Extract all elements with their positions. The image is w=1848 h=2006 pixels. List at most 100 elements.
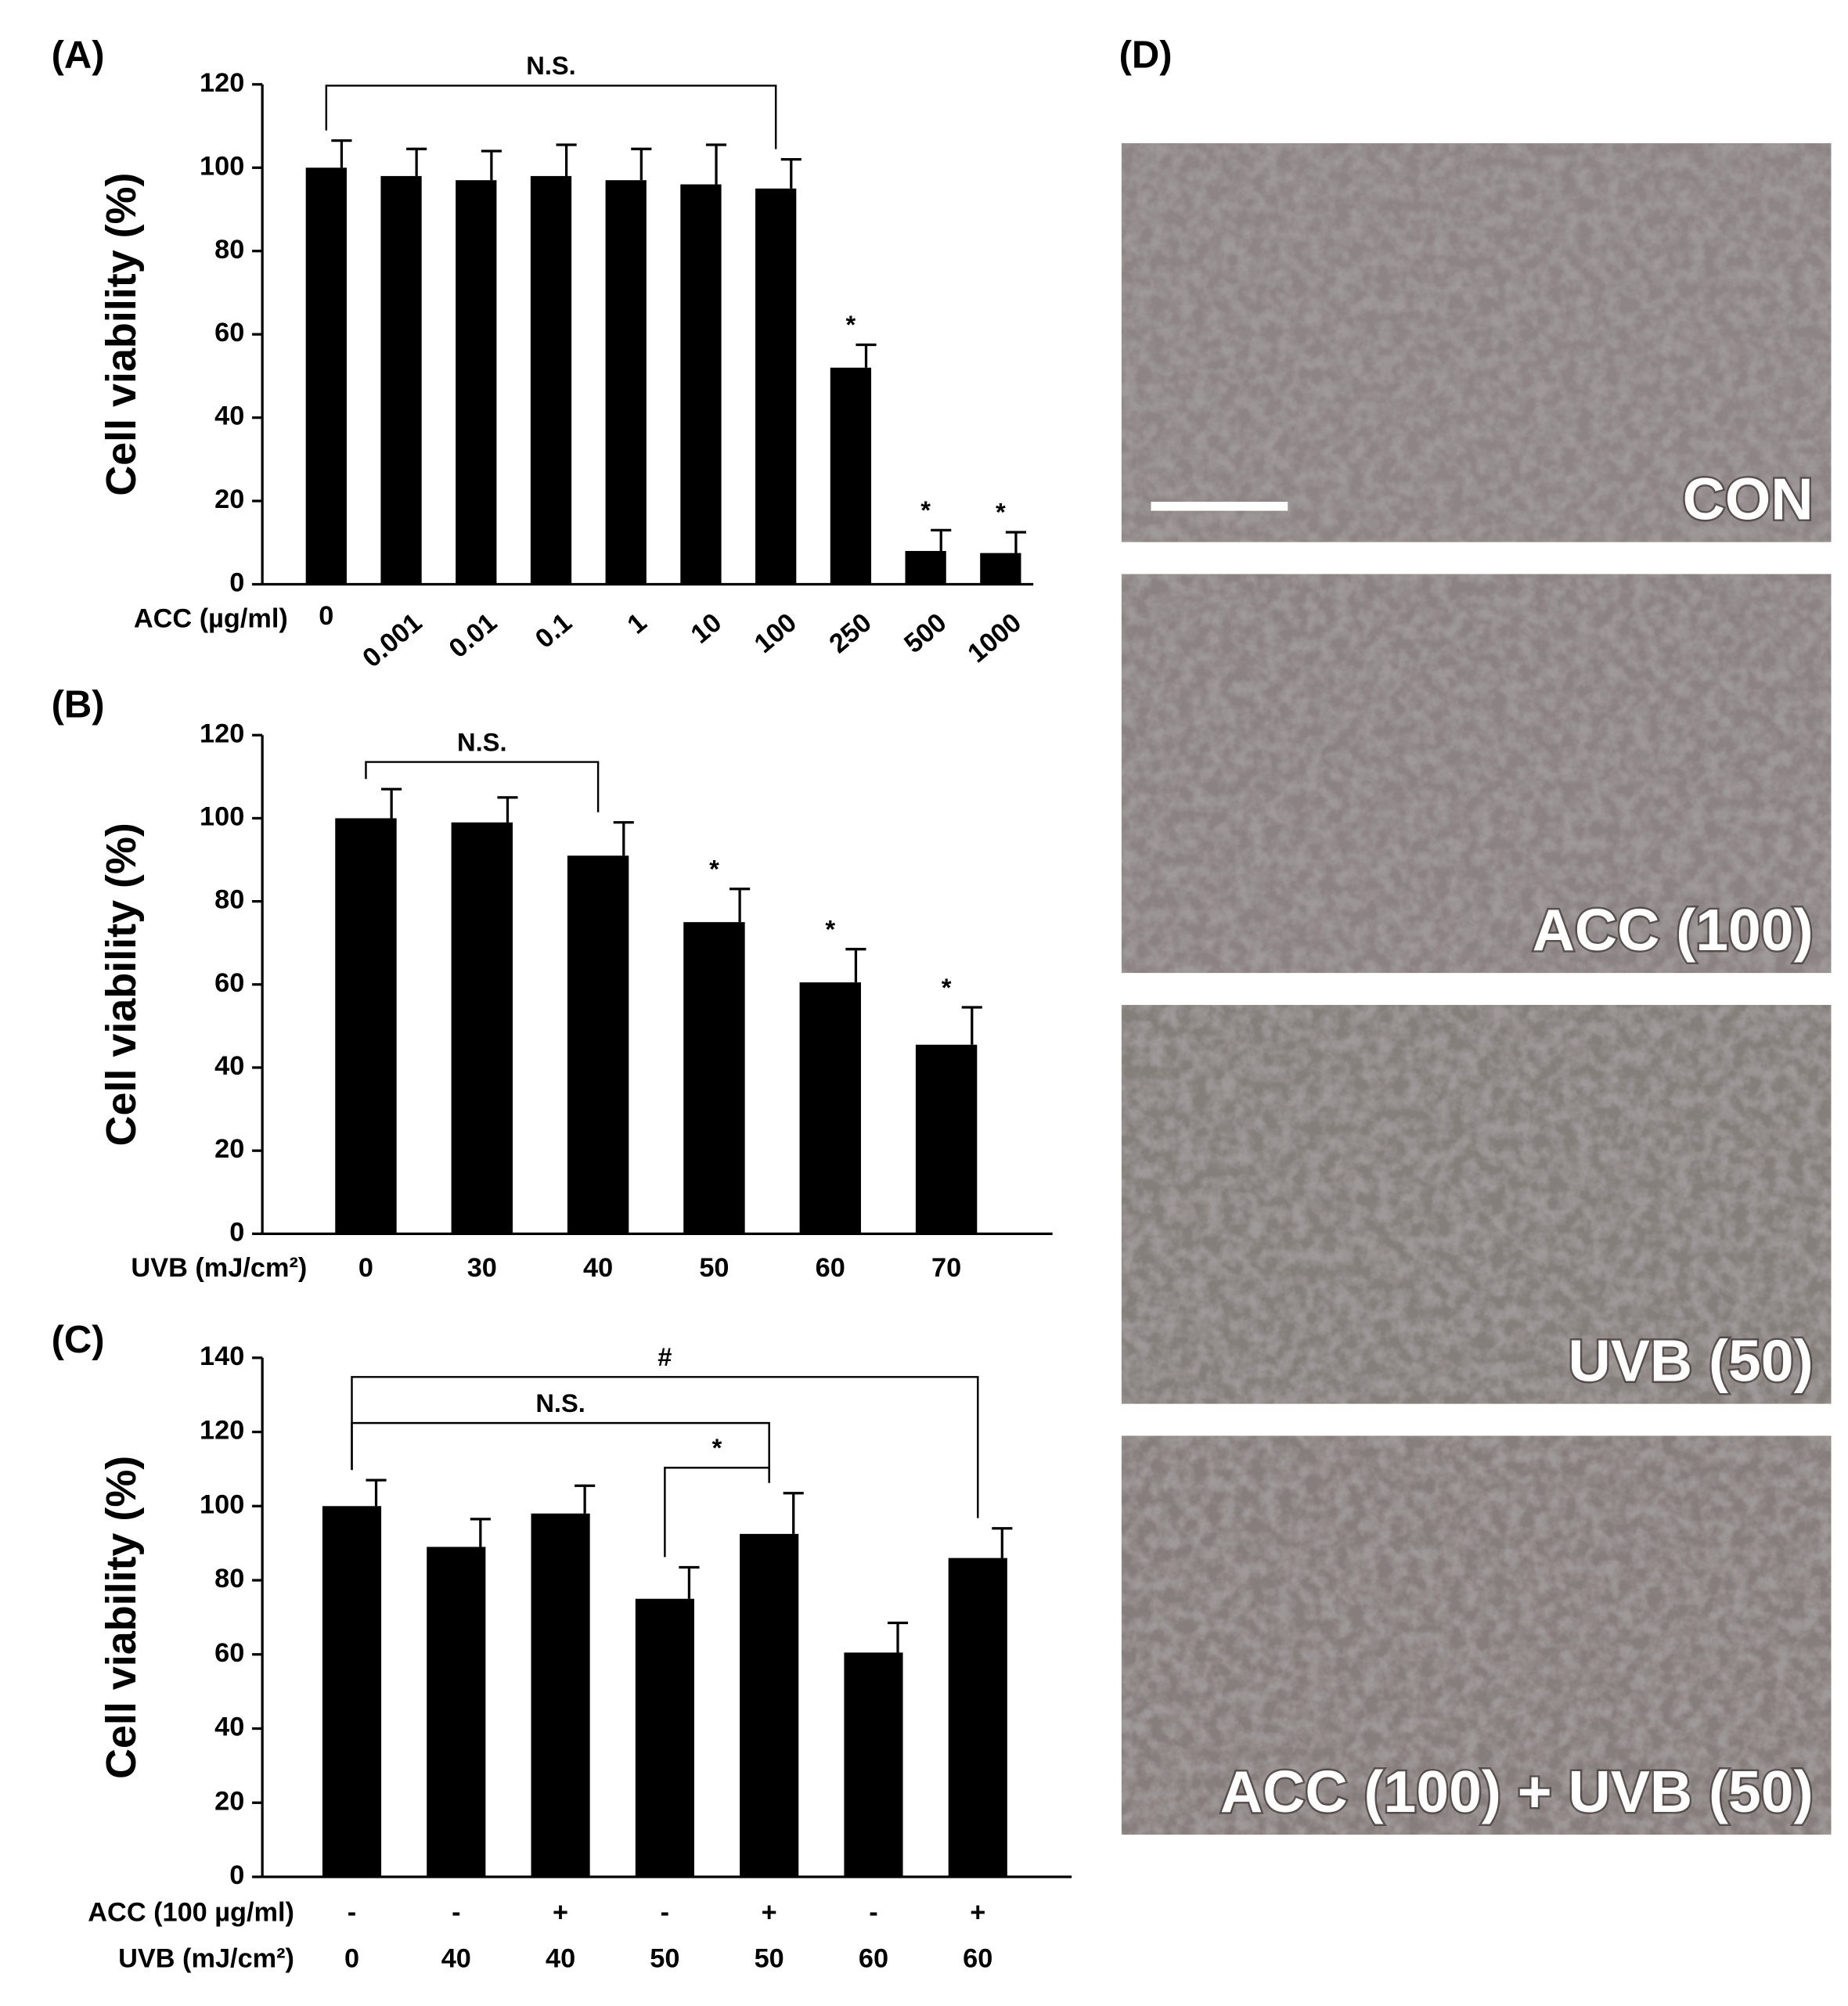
y-tick-label: 40 [214, 402, 244, 431]
bracket-label: N.S. [526, 51, 576, 80]
bracket [365, 761, 600, 812]
bar [948, 1558, 1007, 1878]
x-tick-label: 40 [583, 1253, 613, 1283]
y-tick-label: 100 [200, 151, 244, 181]
bar [830, 367, 872, 585]
y-tick-label: 140 [200, 1342, 244, 1371]
significance-mark: * [825, 914, 835, 943]
y-tick-label: 60 [214, 1638, 244, 1668]
y-axis-title: Cell viability (%) [98, 173, 145, 496]
y-tick-label: 60 [214, 968, 244, 998]
micrograph [1121, 1004, 1832, 1404]
significance-mark: * [846, 310, 856, 339]
significance-mark: * [709, 854, 719, 883]
y-tick-label: 0 [229, 568, 244, 598]
y-tick-label: 60 [214, 318, 244, 348]
x-tick-label: 50 [755, 1943, 784, 1973]
y-tick-label: 100 [200, 802, 244, 832]
micrograph-label: UVB (50) [1569, 1327, 1814, 1393]
x-tick-label: 0 [358, 1253, 373, 1283]
bar [567, 855, 629, 1234]
y-tick-label: 20 [214, 1786, 244, 1816]
y-tick-label: 120 [200, 68, 244, 98]
bar [680, 184, 722, 585]
y-tick-label: 40 [214, 1051, 244, 1081]
x-tick-label: 100 [749, 607, 802, 659]
row-title: UVB (mJ/cm²) [118, 1943, 294, 1973]
x-tick-label: 0.01 [444, 607, 503, 664]
y-axis-title: Cell viability (%) [98, 823, 145, 1146]
bracket-label: * [712, 1433, 722, 1462]
panel-label: (D) [1119, 34, 1173, 76]
micrograph-label: ACC (100) + UVB (50) [1220, 1759, 1814, 1824]
x-tick-label: - [661, 1897, 669, 1927]
x-tick-label: 70 [931, 1253, 961, 1283]
y-tick-label: 120 [200, 718, 244, 748]
y-axis-title: Cell viability (%) [98, 1456, 145, 1779]
bar [980, 553, 1021, 585]
panel-label: (A) [52, 34, 105, 76]
x-tick-label: 50 [650, 1943, 679, 1973]
y-tick-label: 20 [214, 1134, 244, 1164]
x-tick-label: 500 [899, 607, 952, 659]
bar [305, 167, 347, 585]
x-tick-label: 1 [622, 607, 653, 639]
bar [799, 982, 861, 1234]
significance-mark: * [920, 495, 931, 524]
x-tick-label: 60 [963, 1943, 992, 1973]
significance-mark: * [942, 973, 952, 1002]
y-tick-label: 40 [214, 1712, 244, 1742]
bar [915, 1044, 978, 1234]
x-tick-label: + [553, 1897, 568, 1927]
bar [683, 922, 745, 1234]
bar [427, 1547, 486, 1878]
x-tick-label: 1000 [962, 607, 1027, 668]
y-tick-label: 0 [229, 1217, 244, 1247]
bar [905, 550, 946, 585]
x-tick-label: - [452, 1897, 460, 1927]
bracket [325, 85, 777, 149]
y-tick-label: 80 [214, 885, 244, 915]
x-tick-label: + [970, 1897, 985, 1927]
micrograph [1121, 1435, 1832, 1835]
bar [740, 1533, 799, 1878]
panel-label: (C) [52, 1319, 105, 1361]
x-tick-label: 40 [546, 1943, 575, 1973]
x-axis-title: UVB (mJ/cm²) [131, 1253, 307, 1283]
x-tick-label: 0.001 [357, 607, 427, 673]
bar [322, 1506, 382, 1878]
x-tick-label: 60 [816, 1253, 845, 1283]
micrograph-label: ACC (100) [1533, 897, 1814, 963]
bar [531, 1513, 590, 1878]
x-tick-label: 250 [823, 607, 877, 659]
x-axis-title: ACC (µg/ml) [134, 603, 288, 633]
x-tick-label: 30 [467, 1253, 497, 1283]
bracket [351, 1421, 770, 1483]
y-tick-label: 120 [200, 1416, 244, 1446]
x-tick-label: - [348, 1897, 356, 1927]
bar [844, 1652, 903, 1878]
x-tick-label: - [869, 1897, 877, 1927]
y-tick-label: 100 [200, 1489, 244, 1519]
x-tick-label: 0.1 [530, 607, 578, 654]
y-tick-label: 20 [214, 484, 244, 514]
bar [755, 188, 797, 585]
y-tick-label: 80 [214, 1564, 244, 1594]
significance-mark: * [996, 498, 1006, 527]
bracket [664, 1467, 770, 1558]
row-title: ACC (100 µg/ml) [88, 1897, 294, 1927]
bar [530, 175, 572, 585]
x-tick-label: 0 [319, 601, 333, 631]
x-tick-label: 10 [686, 607, 728, 650]
bar [380, 175, 422, 585]
bar [451, 822, 513, 1234]
bar [456, 180, 497, 585]
bar [605, 180, 647, 585]
bar [635, 1598, 694, 1878]
micrograph-label: CON [1683, 466, 1814, 531]
x-tick-label: 0 [344, 1943, 359, 1973]
y-tick-label: 0 [229, 1860, 244, 1890]
panel-label: (B) [52, 683, 105, 726]
y-tick-label: 80 [214, 235, 244, 265]
